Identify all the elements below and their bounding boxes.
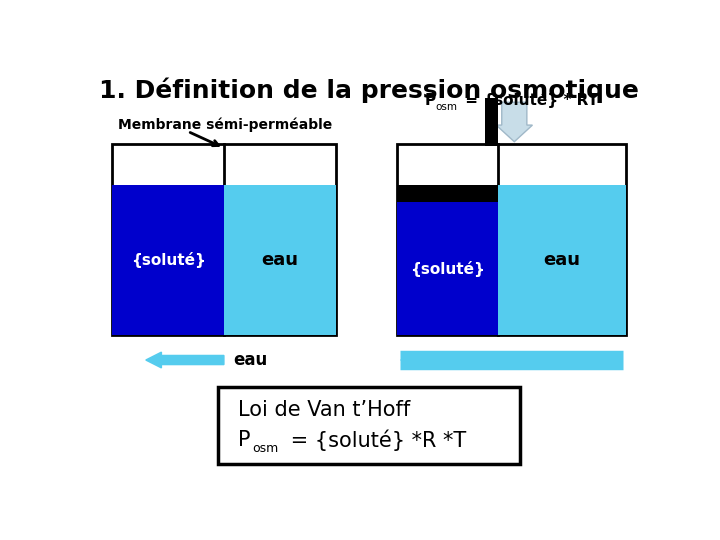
FancyArrow shape	[595, 352, 622, 368]
Text: P: P	[238, 430, 251, 450]
Bar	[485, 98, 498, 146]
Text: = {soluté} *R *T: = {soluté} *R *T	[284, 429, 466, 450]
Bar	[218, 387, 520, 464]
Bar	[498, 185, 626, 335]
Text: eau: eau	[261, 251, 298, 269]
Text: Membrane sémi-perméable: Membrane sémi-perméable	[118, 118, 332, 132]
Bar	[112, 185, 224, 335]
Text: Loi de Van t’Hoff: Loi de Van t’Hoff	[238, 400, 410, 420]
Text: {soluté}: {soluté}	[410, 260, 485, 276]
Text: osm: osm	[252, 442, 278, 455]
Text: eau: eau	[233, 351, 267, 369]
Bar	[397, 202, 498, 335]
Text: 1. Définition de la pression osmotique: 1. Définition de la pression osmotique	[99, 77, 639, 103]
Bar	[397, 185, 498, 202]
Text: P: P	[425, 93, 436, 107]
Text: = {soluté} * RT: = {soluté} * RT	[460, 92, 598, 108]
Bar	[224, 185, 336, 335]
Text: eau: eau	[543, 251, 580, 269]
Text: osm: osm	[436, 102, 457, 112]
Bar	[397, 144, 626, 335]
FancyArrow shape	[496, 102, 532, 141]
FancyArrow shape	[145, 352, 224, 368]
Bar	[112, 144, 336, 335]
Text: {soluté}: {soluté}	[131, 252, 205, 268]
FancyArrow shape	[401, 352, 428, 368]
